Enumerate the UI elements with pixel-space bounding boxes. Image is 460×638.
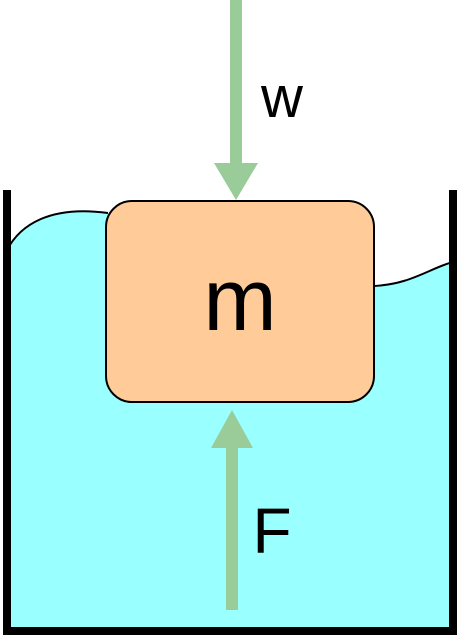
mass-block (105, 200, 375, 403)
mass-label: m (203, 250, 276, 349)
container (3, 190, 457, 635)
buoyant-force-label: F (252, 495, 291, 567)
buoyant-force-arrow (211, 410, 253, 610)
weight-label: w (260, 65, 304, 130)
water-surface-left (6, 210, 109, 251)
water-surface-right (371, 261, 454, 287)
weight-arrow (214, 0, 258, 200)
